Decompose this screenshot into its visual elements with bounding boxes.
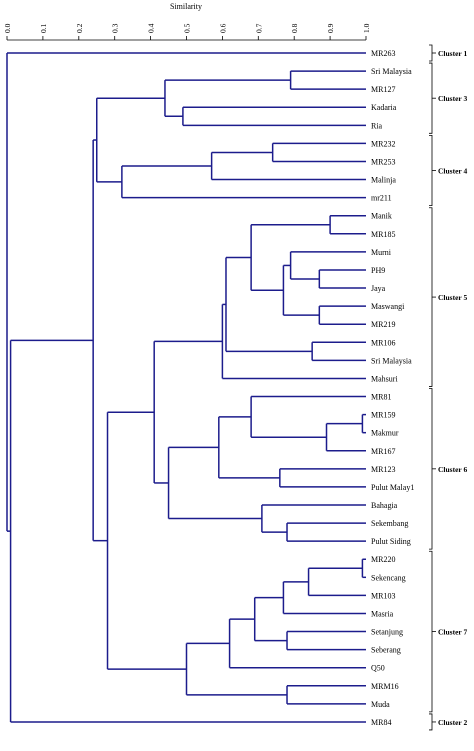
leaf-label: Masria [371,609,394,618]
cluster-bracket [429,713,433,731]
leaf-label: Bahagia [371,501,398,510]
leaf-label: Malinja [371,176,396,185]
cluster-label: Cluster 3 [438,94,467,103]
leaf-label: MR232 [371,139,395,148]
cluster-label: Cluster 2 [438,718,467,727]
leaf-label: Sekembang [371,519,408,528]
leaf-label: MR185 [371,230,395,239]
x-tick-label: 0.2 [75,23,84,33]
leaf-label: Jaya [371,284,386,293]
leaf-label: Sri Malaysia [371,67,412,76]
x-tick-label: 0.5 [183,23,192,33]
leaf-label: MR220 [371,555,395,564]
cluster-bracket [429,388,433,550]
leaf-label: Mahsuri [371,374,398,383]
leaf-label: mr211 [371,194,392,203]
cluster-label: Cluster 5 [438,293,467,302]
leaf-label: Setanjung [371,628,403,637]
cluster-label: Cluster 1 [438,49,467,58]
cluster-bracket [429,62,433,134]
leaf-label: MR253 [371,157,395,166]
leaf-label: Kadaria [371,103,397,112]
cluster-label: Cluster 4 [438,167,467,176]
x-tick-label: 0.1 [39,23,48,33]
leaf-label: Pulut Siding [371,537,411,546]
cluster-bracket [429,135,433,207]
leaf-label: Sri Malaysia [371,356,412,365]
leaf-label: Maswangi [371,302,405,311]
cluster-label: Cluster 7 [438,628,467,637]
cluster-label: Cluster 6 [438,465,467,474]
leaf-label: Muda [371,700,390,709]
leaf-label: PH9 [371,266,385,275]
leaf-label: MR263 [371,49,395,58]
x-axis-ticks: 0.0 0.1 0.2 0.3 0.4 0.5 0.6 0.7 0.8 0.9 1.0 [3,23,371,40]
leaf-label: MR219 [371,320,395,329]
x-tick-label: 0.9 [326,23,335,33]
leaf-labels: MR263 Sri Malaysia MR127 Kadaria Ria MR232 MR2… [371,49,414,727]
leaf-label: Pulut Malay1 [371,483,414,492]
leaf-label: Murni [371,248,392,257]
cluster-bracket [429,550,433,713]
x-tick-label: 1.0 [362,23,371,33]
x-tick-label: 0.7 [254,23,263,33]
leaf-label: MR106 [371,338,395,347]
leaf-label: Seberang [371,646,401,655]
leaf-label: MR127 [371,85,395,94]
x-tick-label: 0.8 [290,23,299,33]
cluster-bracket [429,207,433,387]
leaf-label: Makmur [371,429,399,438]
leaf-label: MR167 [371,447,395,456]
leaf-label: Sekencang [371,573,406,582]
leaf-label: Ria [371,121,383,130]
leaf-label: MR103 [371,591,395,600]
x-tick-label: 0.4 [147,23,156,33]
leaf-label: MR123 [371,465,395,474]
leaf-label: MRM16 [371,682,399,691]
leaf-label: Q50 [371,664,385,673]
leaf-label: MR81 [371,393,391,402]
cluster-bracket [429,44,433,62]
x-tick-label: 0.0 [3,23,12,33]
leaf-label: Manik [371,212,392,221]
axis-title: Similarity [170,2,202,11]
x-tick-label: 0.3 [111,23,120,33]
tree-branches [6,52,366,723]
leaf-label: MR159 [371,411,395,420]
cluster-brackets: Cluster 1 Cluster 3 Cluster 4 Cluster 5 Clus… [429,44,467,731]
leaf-label: MR84 [371,718,391,727]
x-tick-label: 0.6 [218,23,227,33]
